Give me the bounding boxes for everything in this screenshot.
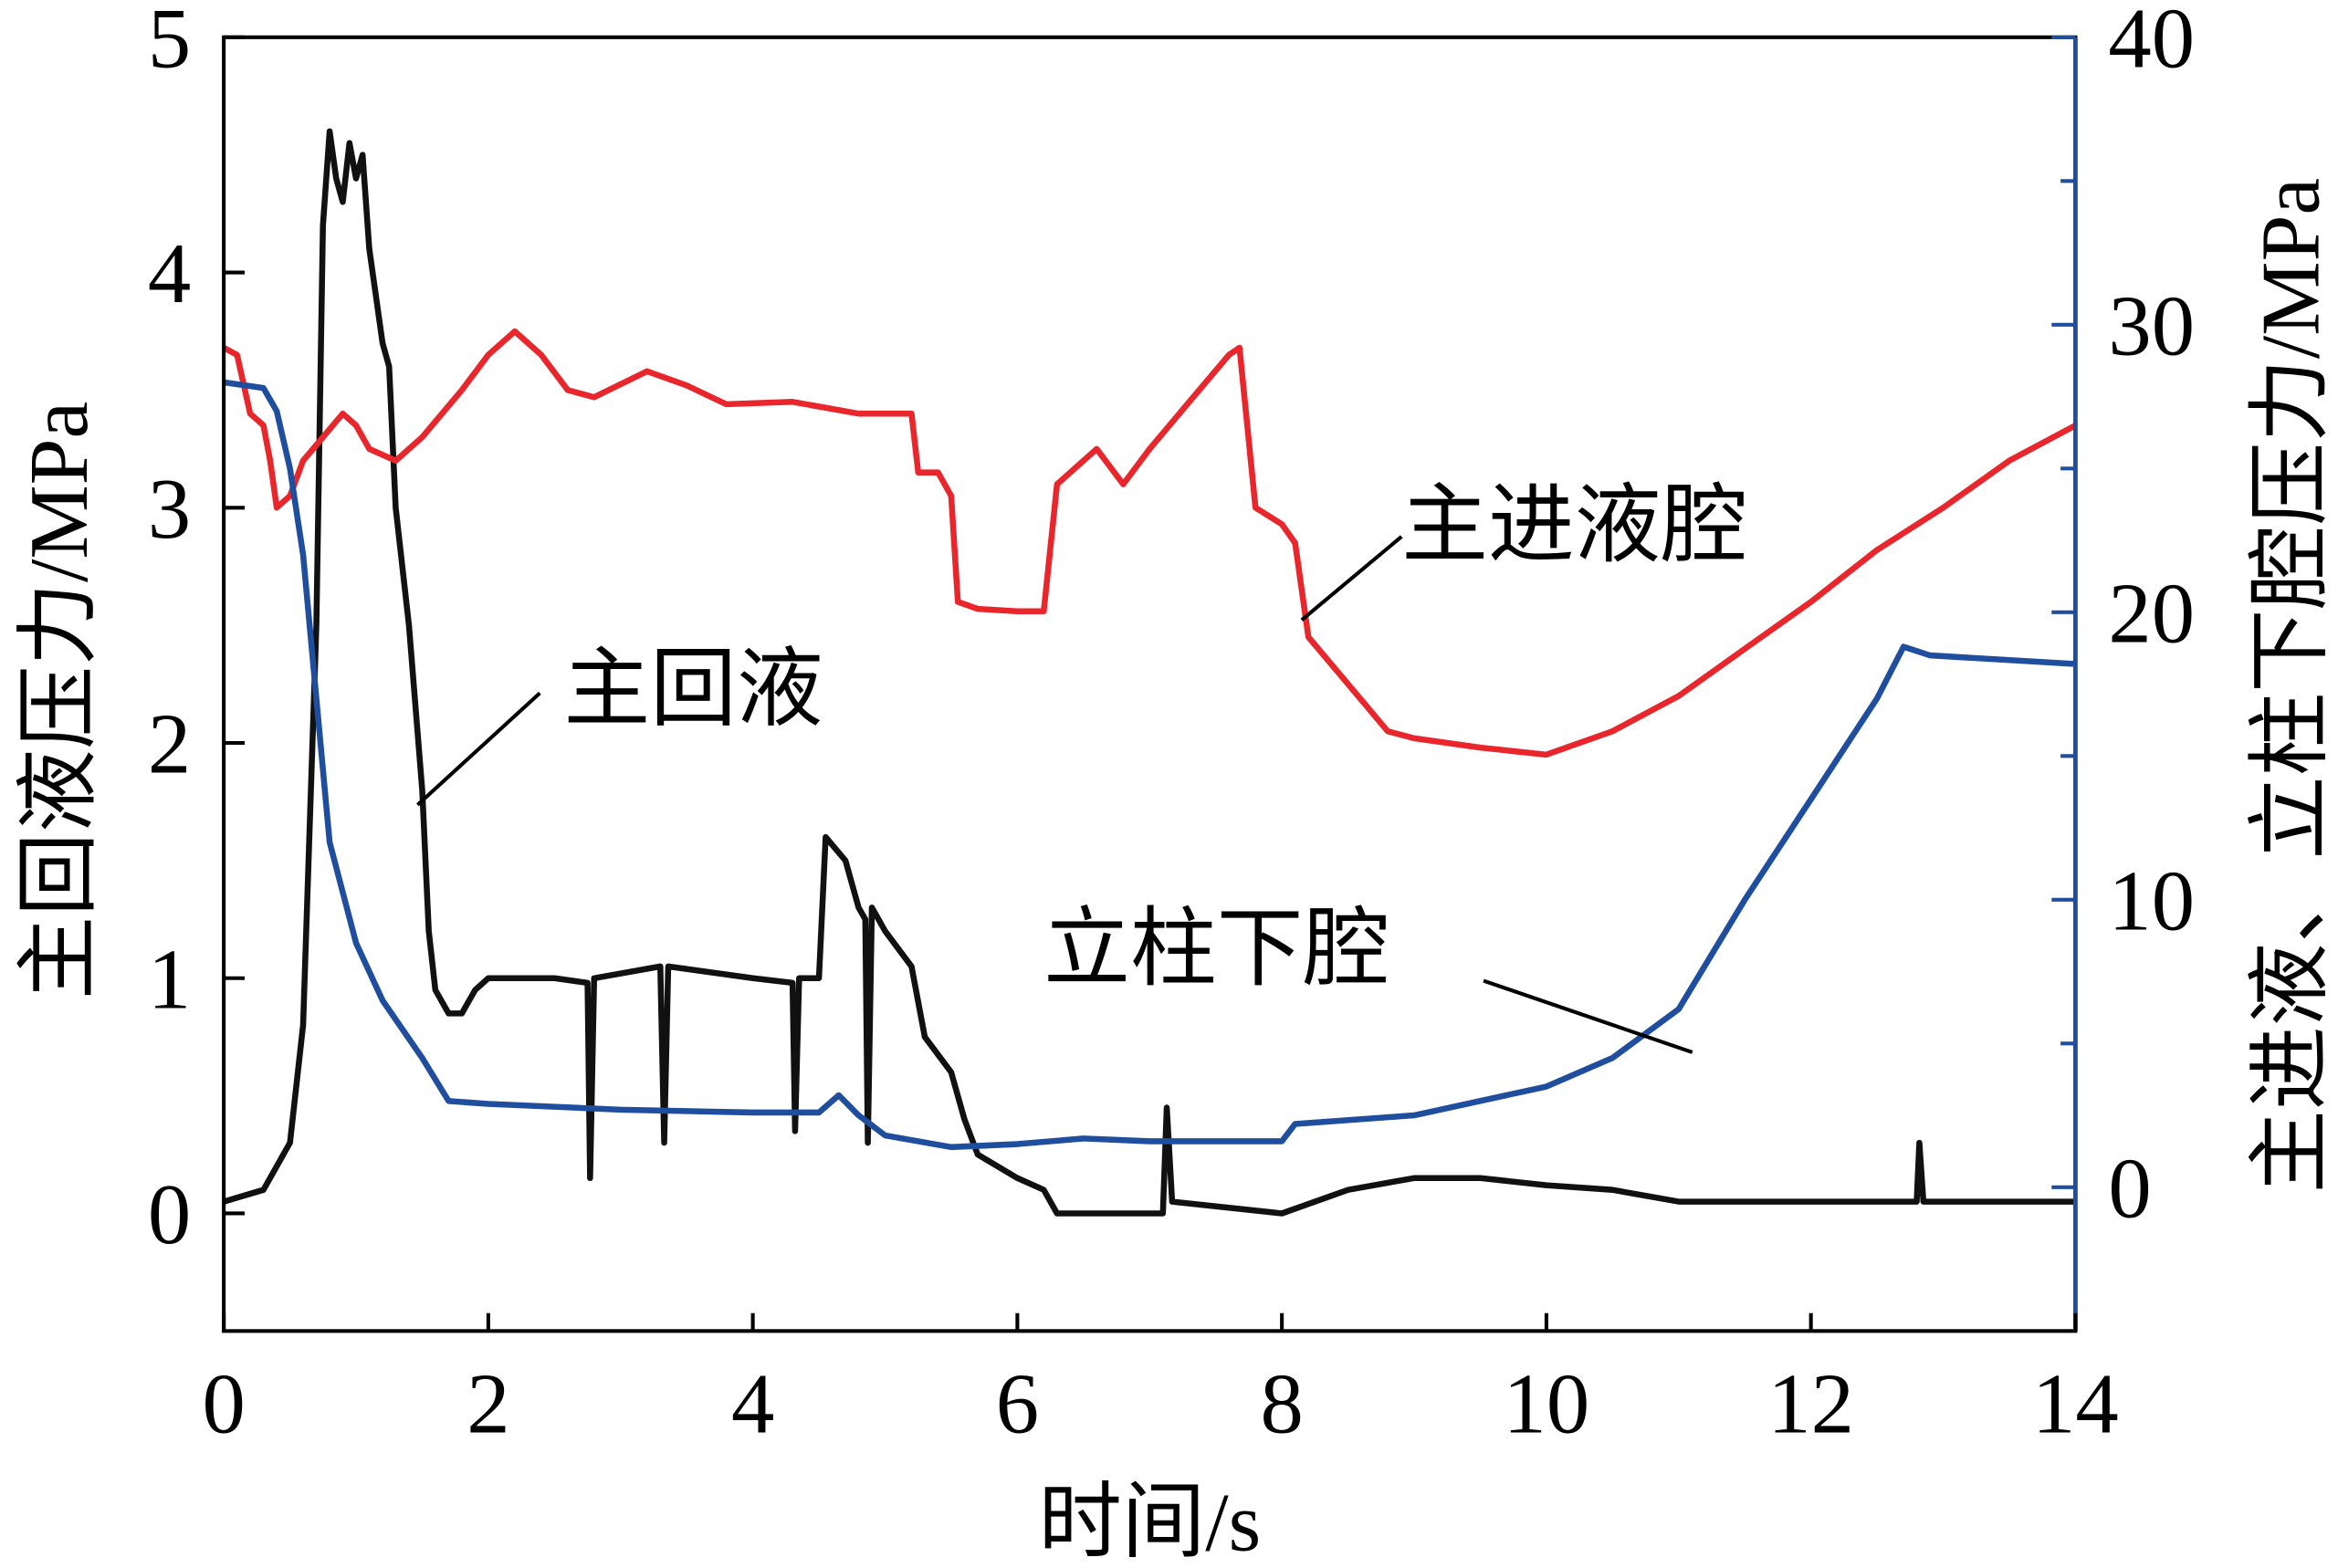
y-right-tick-label: 40 [2108,0,2195,86]
x-tick-label: 12 [1767,1356,1854,1451]
x-tick-label: 4 [731,1356,774,1451]
series-line-0 [223,128,2076,1217]
annotation-main-inlet: 主进液腔 [1401,479,1747,574]
series-line-1 [222,328,2077,758]
x-tick-label: 6 [996,1356,1039,1451]
y-left-tick-label: 1 [148,932,191,1027]
y-right-tick-label: 20 [2108,566,2195,661]
x-tick-label: 2 [467,1356,509,1451]
x-tick-label: 8 [1260,1356,1303,1451]
y-right-axis-label: 主进液、立柱下腔压力/MPa [2245,178,2337,1194]
x-tick-label: 10 [1504,1356,1590,1451]
y-left-tick-label: 5 [148,0,191,86]
x-tick-label: 14 [2032,1356,2119,1451]
annotation-main-return: 主回液 [563,643,823,737]
series-line-2 [223,379,2076,1151]
y-left-tick-label: 4 [148,226,191,321]
y-right-tick-label: 30 [2108,278,2195,373]
x-axis-label: 时间/s [1038,1476,1261,1568]
series-layer [222,128,2077,1217]
y-left-tick-label: 3 [148,462,191,557]
annotation-leader-main-inlet [1300,535,1403,622]
x-tick-label: 0 [202,1356,245,1451]
y-left-tick-label: 2 [148,697,191,792]
annotation-column-lower: 立柱下腔 [1043,902,1389,997]
y-left-axis-label: 主回液压力/MPa [13,402,105,999]
y-right-tick-label: 0 [2108,1142,2151,1237]
y-left-tick-label: 0 [148,1167,191,1262]
y-right-tick-label: 10 [2108,853,2195,948]
plot-frame [222,35,2078,1333]
annotation-leader-main-return [416,691,541,807]
annotation-leader-column-lower [1483,978,1693,1054]
